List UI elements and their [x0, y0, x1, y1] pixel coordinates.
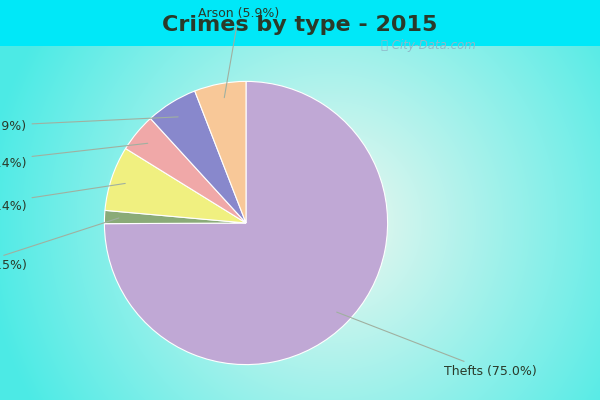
Text: Robberies (1.5%): Robberies (1.5%) — [0, 218, 119, 272]
Wedge shape — [105, 148, 246, 223]
Text: Thefts (75.0%): Thefts (75.0%) — [337, 312, 537, 378]
Text: ⓘ City-Data.com: ⓘ City-Data.com — [380, 39, 475, 52]
Wedge shape — [104, 210, 246, 224]
Text: Crimes by type - 2015: Crimes by type - 2015 — [163, 15, 437, 35]
Text: Burglaries (5.9%): Burglaries (5.9%) — [0, 117, 178, 133]
Wedge shape — [104, 81, 388, 364]
Wedge shape — [195, 81, 246, 223]
Text: Arson (5.9%): Arson (5.9%) — [198, 7, 280, 98]
Text: Auto thefts (4.4%): Auto thefts (4.4%) — [0, 143, 148, 170]
Text: Assaults (7.4%): Assaults (7.4%) — [0, 184, 125, 212]
Wedge shape — [151, 91, 246, 223]
Wedge shape — [125, 118, 246, 223]
